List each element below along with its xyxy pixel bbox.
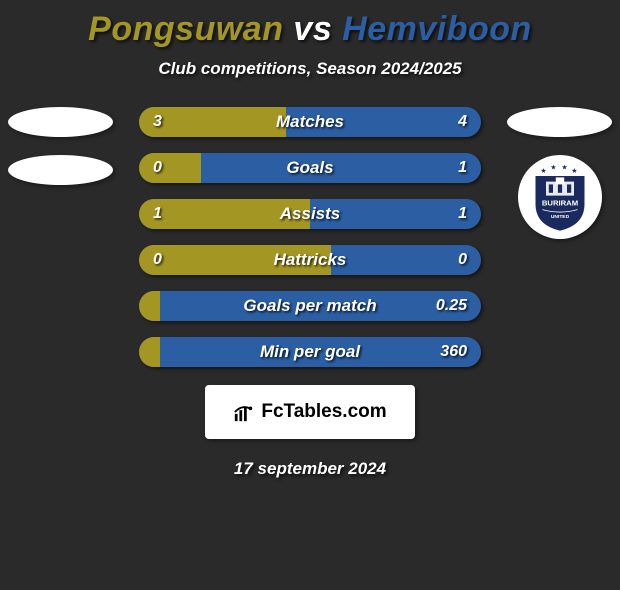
stat-right-value: 0	[458, 251, 467, 269]
stat-label: Matches	[276, 112, 344, 132]
stat-label: Assists	[280, 204, 340, 224]
player2-club-badge: ★ ★ ★ ★ BURIRAM UNITED	[518, 155, 602, 239]
attribution-box: FcTables.com	[205, 385, 415, 439]
stat-bars-container: 3 Matches 4 0 Goals 1 1 Assists 1 0 Hattricks 0 Goal…	[139, 107, 481, 367]
stat-left-value: 0	[153, 159, 162, 177]
stat-bar-left-fill	[139, 291, 160, 321]
stat-label: Hattricks	[274, 250, 347, 270]
stat-left-value: 1	[153, 205, 162, 223]
stat-left-value: 0	[153, 251, 162, 269]
stat-bar-row: 1 Assists 1	[139, 199, 481, 229]
player2-photo-placeholder	[507, 107, 612, 137]
stat-right-value: 1	[458, 159, 467, 177]
player1-name: Pongsuwan	[88, 10, 283, 48]
player1-club-placeholder	[8, 155, 113, 185]
stat-bar-row: 0 Goals 1	[139, 153, 481, 183]
stat-bar-left-fill	[139, 337, 160, 367]
comparison-title: Pongsuwan vs Hemviboon	[0, 10, 620, 49]
snapshot-date: 17 september 2024	[0, 459, 620, 479]
stat-bar-row: Min per goal 360	[139, 337, 481, 367]
season-subtitle: Club competitions, Season 2024/2025	[0, 59, 620, 79]
stat-label: Goals per match	[243, 296, 376, 316]
fctables-logo-icon	[233, 401, 255, 423]
svg-text:UNITED: UNITED	[550, 214, 569, 220]
stat-left-value: 3	[153, 113, 162, 131]
comparison-content: ★ ★ ★ ★ BURIRAM UNITED 3Matches40Goals11…	[0, 107, 620, 367]
stat-bar-row: Goals per match 0.25	[139, 291, 481, 321]
svg-text:★: ★	[561, 164, 567, 172]
svg-text:★: ★	[550, 164, 556, 172]
stat-bar-row: 3 Matches 4	[139, 107, 481, 137]
player1-photo-placeholder	[8, 107, 113, 137]
svg-text:BURIRAM: BURIRAM	[541, 198, 577, 207]
vs-text: vs	[293, 10, 332, 48]
stat-right-value: 360	[440, 343, 467, 361]
attribution-content: FcTables.com	[233, 401, 386, 423]
buriram-badge-icon: ★ ★ ★ ★ BURIRAM UNITED	[525, 162, 595, 232]
svg-text:★: ★	[571, 167, 577, 175]
stat-bar-left-fill	[139, 153, 201, 183]
stat-right-value: 4	[458, 113, 467, 131]
player1-avatars	[8, 107, 113, 185]
stat-right-value: 1	[458, 205, 467, 223]
stat-right-value: 0.25	[436, 297, 467, 315]
stat-bar-row: 0 Hattricks 0	[139, 245, 481, 275]
player2-name: Hemviboon	[342, 10, 532, 48]
stat-label: Min per goal	[260, 342, 360, 362]
stat-label: Goals	[286, 158, 333, 178]
attribution-text: FcTables.com	[261, 401, 386, 423]
svg-text:★: ★	[540, 167, 546, 175]
player2-avatars: ★ ★ ★ ★ BURIRAM UNITED	[507, 107, 612, 239]
